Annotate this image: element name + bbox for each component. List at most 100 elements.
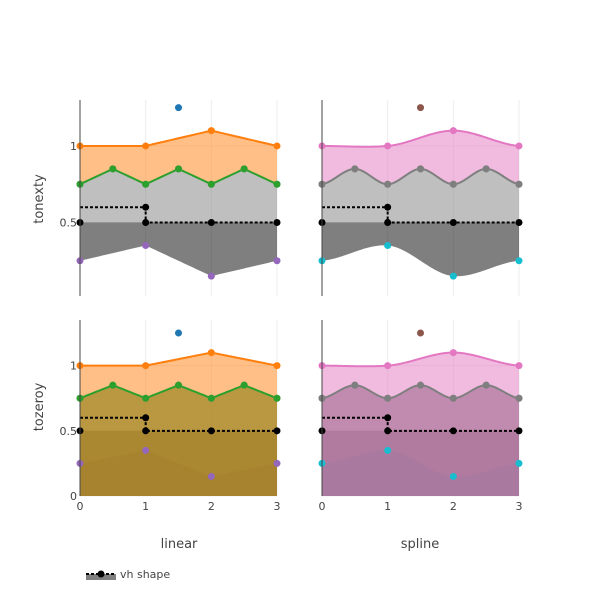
point-s1 bbox=[515, 257, 523, 265]
fill-s2 bbox=[322, 222, 519, 277]
point-s4 bbox=[384, 394, 392, 402]
panel-linear_tozeroy: 0 0.5 1 0 1 2 3 bbox=[60, 320, 281, 513]
line-s2 bbox=[322, 416, 519, 432]
point-s5 bbox=[449, 349, 457, 357]
point-s4 bbox=[175, 381, 182, 389]
point-s1 bbox=[273, 257, 281, 265]
point-s4 bbox=[175, 165, 182, 173]
y-tick-label: 1 bbox=[70, 140, 77, 153]
y-tick-label: 0.5 bbox=[60, 217, 78, 230]
legend-label: vh shape bbox=[120, 568, 170, 581]
point-s4 bbox=[515, 394, 523, 402]
point-s1 bbox=[384, 241, 392, 249]
panel-spline_tonexty bbox=[318, 100, 523, 296]
x-tick-label: 1 bbox=[142, 500, 149, 513]
point-s2 bbox=[207, 219, 215, 226]
point-s1 bbox=[449, 272, 457, 280]
legend[interactable]: vh shape bbox=[86, 568, 170, 581]
x-tick-label: 0 bbox=[77, 500, 84, 513]
point-s6 bbox=[417, 104, 424, 112]
point-s2 bbox=[273, 427, 281, 435]
panel-spline_tozeroy: 0 1 2 3 bbox=[318, 320, 523, 513]
point-s4 bbox=[109, 165, 117, 173]
point-s5 bbox=[384, 142, 392, 150]
point-s2 bbox=[449, 427, 457, 435]
fill-s3 bbox=[322, 168, 519, 223]
point-s2 bbox=[207, 427, 215, 435]
panel-linear_tonexty: 0.51 bbox=[60, 100, 281, 296]
line-s5 bbox=[80, 129, 278, 147]
x-tick-label: 3 bbox=[516, 500, 523, 513]
point-s4 bbox=[142, 180, 150, 188]
x-tick-label: 3 bbox=[274, 500, 281, 513]
line-s5 bbox=[322, 351, 520, 368]
fill-s5 bbox=[322, 130, 519, 185]
point-s2 bbox=[384, 203, 392, 211]
point-s4 bbox=[207, 394, 215, 402]
point-s5 bbox=[207, 349, 215, 357]
point-s1 bbox=[142, 241, 150, 249]
point-s4 bbox=[417, 381, 424, 389]
point-s4 bbox=[109, 381, 117, 389]
y-tick-label: 0 bbox=[70, 490, 77, 503]
line-s2 bbox=[80, 416, 277, 432]
column-title-spline: spline bbox=[401, 537, 440, 552]
row-title-tozeroy: tozeroy bbox=[32, 382, 47, 431]
point-s4 bbox=[482, 381, 490, 389]
point-s4 bbox=[449, 180, 457, 188]
point-s5 bbox=[207, 127, 215, 135]
fill-s2 bbox=[80, 222, 277, 277]
point-s2 bbox=[142, 203, 150, 211]
point-s1 bbox=[384, 446, 392, 454]
row-title-tonexty: tonexty bbox=[32, 174, 47, 224]
point-s2 bbox=[142, 427, 150, 435]
point-s4 bbox=[240, 165, 248, 173]
point-s2 bbox=[384, 414, 392, 422]
point-s4 bbox=[142, 394, 150, 402]
point-s5 bbox=[515, 142, 523, 150]
point-s2 bbox=[142, 219, 150, 226]
legend-marker bbox=[97, 570, 105, 578]
point-s4 bbox=[482, 165, 490, 173]
fill-s3 bbox=[80, 168, 277, 223]
point-s4 bbox=[515, 180, 523, 188]
x-tick-label: 0 bbox=[319, 500, 326, 513]
fill-s5 bbox=[80, 352, 277, 496]
point-s4 bbox=[273, 180, 281, 188]
y-tick-label: 1 bbox=[70, 360, 77, 373]
point-s1 bbox=[207, 472, 215, 480]
point-s1 bbox=[273, 459, 281, 467]
point-s4 bbox=[273, 394, 281, 402]
line-s5 bbox=[80, 351, 278, 367]
point-s6 bbox=[175, 104, 182, 112]
point-s2 bbox=[273, 219, 281, 226]
point-s5 bbox=[142, 362, 150, 370]
line-s5 bbox=[322, 129, 520, 148]
point-s5 bbox=[449, 127, 457, 135]
point-s4 bbox=[207, 180, 215, 188]
point-s5 bbox=[384, 362, 392, 370]
point-s4 bbox=[351, 381, 359, 389]
point-s5 bbox=[273, 362, 281, 370]
y-tick-label: 0.5 bbox=[60, 425, 78, 438]
point-s6 bbox=[417, 329, 424, 337]
x-tick-label: 2 bbox=[208, 500, 215, 513]
fill-s5 bbox=[80, 130, 277, 185]
point-s2 bbox=[515, 219, 523, 226]
point-s6 bbox=[175, 329, 182, 337]
point-s1 bbox=[142, 446, 150, 454]
point-s1 bbox=[515, 459, 523, 467]
point-s2 bbox=[142, 414, 150, 422]
point-s4 bbox=[240, 381, 248, 389]
column-title-linear: linear bbox=[161, 537, 198, 552]
point-s5 bbox=[273, 142, 281, 150]
fill-s5 bbox=[322, 352, 519, 496]
point-s4 bbox=[351, 165, 359, 173]
point-s1 bbox=[207, 272, 215, 280]
point-s2 bbox=[515, 427, 523, 435]
point-s4 bbox=[449, 394, 457, 402]
point-s2 bbox=[384, 219, 392, 226]
point-s4 bbox=[417, 165, 424, 173]
point-s5 bbox=[142, 142, 150, 150]
